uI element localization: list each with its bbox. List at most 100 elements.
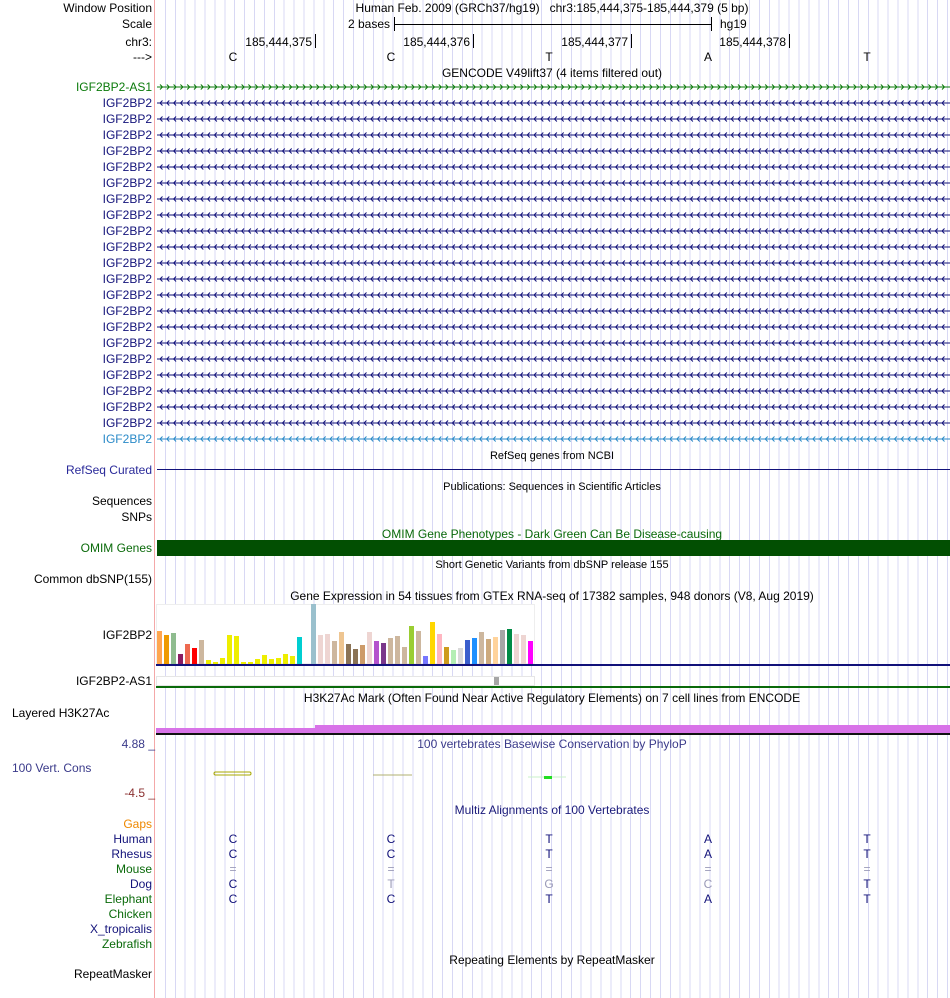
gene-label[interactable]: IGF2BP2 [102,320,152,334]
gene-model[interactable] [156,435,950,443]
gene-model[interactable] [156,275,950,283]
gene-model[interactable] [156,307,950,315]
gtex-bar[interactable] [465,640,470,664]
repeatmasker-label[interactable]: RepeatMasker [73,967,152,981]
gene-label[interactable]: IGF2BP2 [102,304,152,318]
gene-model[interactable] [156,227,950,235]
gene-label[interactable]: IGF2BP2 [102,144,152,158]
gtex-bar[interactable] [500,630,505,664]
gtex-bar[interactable] [430,622,435,664]
publications-snps-label[interactable]: SNPs [121,510,152,524]
gene-model[interactable] [156,259,950,267]
gtex-bar[interactable] [332,641,337,664]
gtex-bar[interactable] [388,638,393,664]
gene-model[interactable] [156,99,950,107]
gtex-bar[interactable] [493,637,498,664]
species-label[interactable]: Human [113,832,152,846]
publications-sequences-label[interactable]: Sequences [91,494,152,508]
gtex-bar[interactable] [164,635,169,664]
gene-label[interactable]: IGF2BP2 [102,112,152,126]
gtex-bar[interactable] [360,645,365,664]
h3k27ac-signal[interactable] [315,725,950,733]
gtex-bar[interactable] [381,643,386,664]
gtex-as1-bar[interactable] [494,677,499,685]
refseq-label[interactable]: RefSeq Curated [65,463,152,477]
gene-model[interactable] [156,115,950,123]
gene-model[interactable] [156,131,950,139]
gene-model[interactable] [156,419,950,427]
gtex-bar[interactable] [262,655,267,664]
gtex-bar[interactable] [255,659,260,664]
gtex-bar[interactable] [507,629,512,664]
gene-label[interactable]: IGF2BP2 [102,368,152,382]
gtex-bar[interactable] [402,647,407,664]
gtex-bar[interactable] [178,654,183,664]
gene-model[interactable] [156,83,950,91]
gtex-bar[interactable] [213,662,218,664]
gtex-bar[interactable] [234,636,239,664]
gene-model[interactable] [156,291,950,299]
gtex-gene-label[interactable]: IGF2BP2 [102,628,152,642]
multiz-gaps-label[interactable]: Gaps [123,817,152,831]
gtex-bar[interactable] [318,635,323,664]
gene-model[interactable] [156,387,950,395]
gtex-bar[interactable] [157,631,162,664]
gene-label[interactable]: IGF2BP2 [102,256,152,270]
gene-model[interactable] [156,195,950,203]
gene-label[interactable]: IGF2BP2 [102,176,152,190]
gene-model[interactable] [156,323,950,331]
gene-label[interactable]: IGF2BP2 [102,160,152,174]
gtex-bar[interactable] [346,644,351,664]
gtex-bar[interactable] [479,632,484,664]
gtex-as1-chart[interactable] [156,676,536,688]
gene-label[interactable]: IGF2BP2 [102,288,152,302]
gtex-bar[interactable] [192,648,197,664]
gene-label[interactable]: IGF2BP2 [102,240,152,254]
gtex-bar[interactable] [269,659,274,664]
gene-label[interactable]: IGF2BP2 [102,96,152,110]
refseq-gene-line[interactable] [157,469,950,470]
gtex-bar[interactable] [311,604,316,664]
gtex-bar[interactable] [290,656,295,664]
gene-model[interactable] [156,147,950,155]
gene-label[interactable]: IGF2BP2 [102,336,152,350]
gene-label[interactable]: IGF2BP2 [102,384,152,398]
gtex-bar[interactable] [248,662,253,664]
gene-label[interactable]: IGF2BP2 [102,128,152,142]
gtex-bar[interactable] [206,660,211,664]
gene-label[interactable]: IGF2BP2 [102,416,152,430]
gtex-bar[interactable] [423,656,428,664]
gtex-bar[interactable] [199,640,204,664]
gtex-bar[interactable] [276,658,281,664]
species-label[interactable]: Elephant [104,892,152,906]
species-label[interactable]: Mouse [115,862,152,876]
gene-model[interactable] [156,179,950,187]
gene-label[interactable]: IGF2BP2 [102,400,152,414]
gtex-bar[interactable] [185,644,190,664]
gtex-bar[interactable] [416,631,421,664]
species-label[interactable]: Dog [129,877,152,891]
gtex-bar[interactable] [297,637,302,664]
gtex-bar[interactable] [444,647,449,664]
gtex-bar[interactable] [528,641,533,664]
gtex-bar[interactable] [395,636,400,664]
gtex-bar[interactable] [325,634,330,664]
dbsnp-label[interactable]: Common dbSNP(155) [33,572,152,586]
gene-model[interactable] [156,243,950,251]
gene-model[interactable] [156,211,950,219]
omim-label[interactable]: OMIM Genes [80,541,152,555]
species-label[interactable]: Rhesus [111,847,152,861]
h3k27ac-label[interactable]: Layered H3K27Ac [12,706,110,720]
cons-plot[interactable] [156,765,950,785]
gene-model[interactable] [156,339,950,347]
gtex-bar[interactable] [283,654,288,664]
species-label[interactable]: Zebrafish [101,937,152,951]
gene-model[interactable] [156,163,950,171]
gtex-bar[interactable] [451,650,456,664]
species-label[interactable]: Chicken [108,907,152,921]
gene-label[interactable]: IGF2BP2 [102,224,152,238]
gene-label[interactable]: IGF2BP2 [102,208,152,222]
gtex-bar[interactable] [514,634,519,664]
gtex-bar[interactable] [458,648,463,664]
